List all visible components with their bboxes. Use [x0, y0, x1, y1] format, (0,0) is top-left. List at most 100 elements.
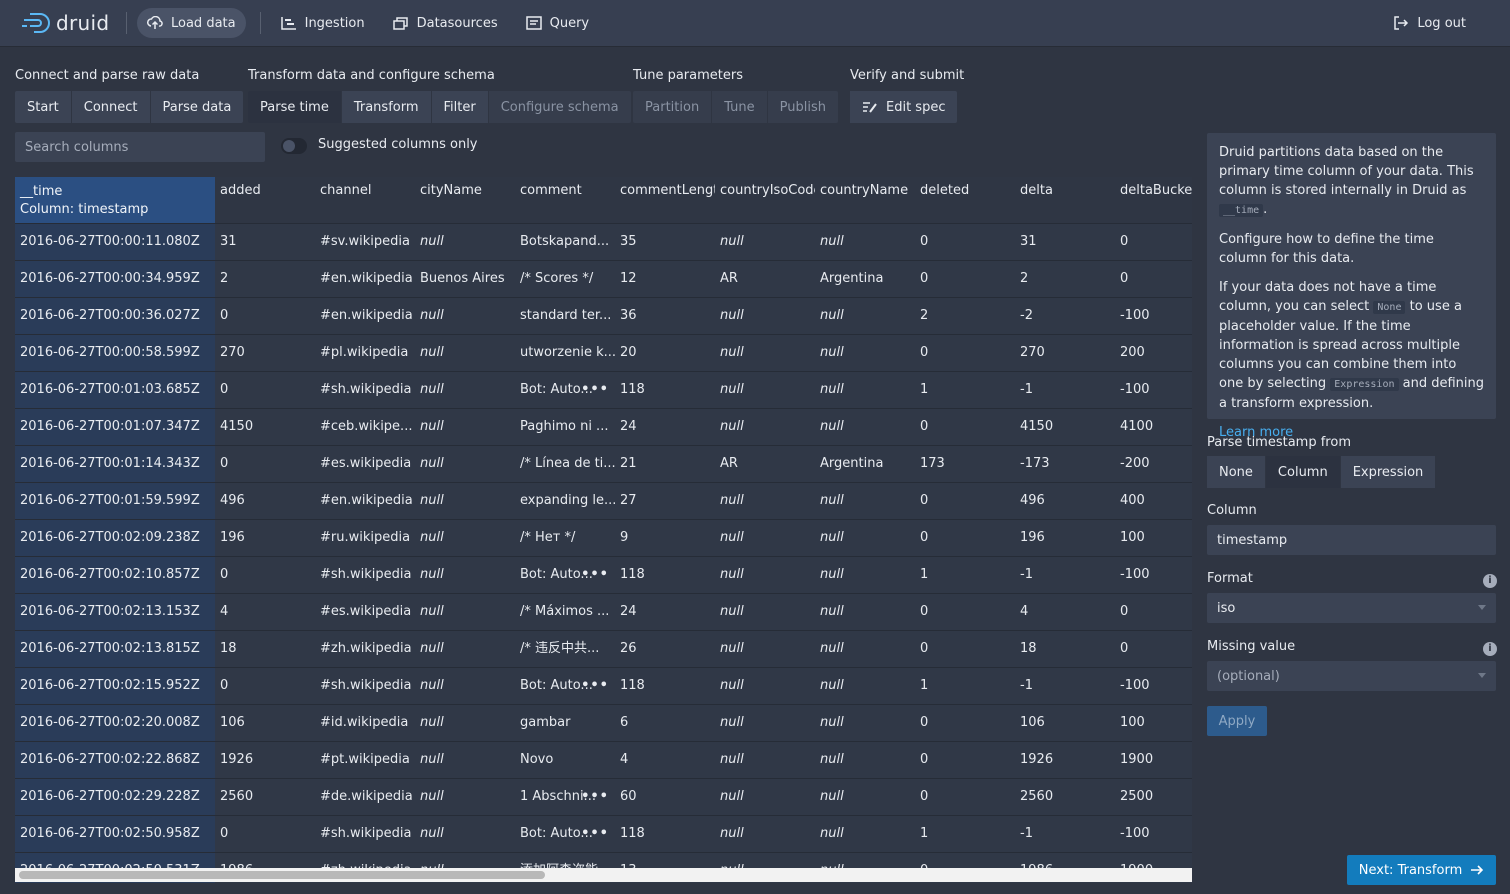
- table-cell[interactable]: 0: [215, 557, 315, 593]
- nav-query[interactable]: Query: [516, 8, 600, 38]
- table-cell[interactable]: 2560: [1015, 779, 1115, 815]
- table-cell[interactable]: #sh.wikipedia: [315, 668, 415, 704]
- table-cell[interactable]: #sh.wikipedia: [315, 816, 415, 852]
- table-cell[interactable]: #sv.wikipedia: [315, 224, 415, 260]
- table-cell[interactable]: 2016-06-27T00:01:59.599Z: [15, 483, 215, 519]
- table-cell[interactable]: 200: [1115, 335, 1192, 371]
- table-cell[interactable]: 2500: [1115, 779, 1192, 815]
- table-cell[interactable]: 2016-06-27T00:02:10.857Z: [15, 557, 215, 593]
- table-cell[interactable]: /* 违反中共...: [515, 631, 615, 667]
- table-cell[interactable]: null: [715, 779, 815, 815]
- table-cell[interactable]: null: [815, 557, 915, 593]
- table-cell[interactable]: 27: [615, 483, 715, 519]
- table-cell[interactable]: null: [715, 409, 815, 445]
- table-cell[interactable]: -100: [1115, 816, 1192, 852]
- table-cell[interactable]: null: [415, 668, 515, 704]
- table-cell[interactable]: 0: [215, 298, 315, 334]
- table-cell[interactable]: 2016-06-27T00:01:07.347Z: [15, 409, 215, 445]
- table-cell[interactable]: 4150: [215, 409, 315, 445]
- column-input[interactable]: timestamp: [1207, 525, 1496, 555]
- column-header-time[interactable]: __time Column: timestamp: [15, 177, 215, 223]
- table-cell[interactable]: 1: [915, 557, 1015, 593]
- table-cell[interactable]: null: [715, 483, 815, 519]
- parse-from-expression[interactable]: Expression: [1340, 456, 1436, 488]
- more-icon[interactable]: •••: [581, 678, 609, 693]
- table-cell[interactable]: null: [715, 668, 815, 704]
- table-cell[interactable]: null: [815, 705, 915, 741]
- table-cell[interactable]: null: [815, 298, 915, 334]
- table-cell[interactable]: -1: [1015, 816, 1115, 852]
- table-cell[interactable]: 118: [615, 668, 715, 704]
- table-cell[interactable]: 0: [915, 335, 1015, 371]
- table-cell[interactable]: Argentina: [815, 261, 915, 297]
- table-cell[interactable]: 9: [615, 520, 715, 556]
- table-cell[interactable]: 0: [215, 668, 315, 704]
- nav-ingestion[interactable]: Ingestion: [271, 8, 375, 38]
- table-cell[interactable]: #en.wikipedia: [315, 298, 415, 334]
- column-header[interactable]: deltaBucket: [1120, 183, 1192, 198]
- table-cell[interactable]: null: [715, 298, 815, 334]
- table-cell[interactable]: null: [415, 446, 515, 482]
- step-partition[interactable]: Partition: [633, 91, 713, 123]
- table-cell[interactable]: null: [415, 594, 515, 630]
- table-cell[interactable]: #es.wikipedia: [315, 446, 415, 482]
- table-cell[interactable]: -200: [1115, 446, 1192, 482]
- table-cell[interactable]: 496: [215, 483, 315, 519]
- table-cell[interactable]: null: [815, 631, 915, 667]
- table-cell[interactable]: #id.wikipedia: [315, 705, 415, 741]
- table-cell[interactable]: null: [815, 520, 915, 556]
- table-cell[interactable]: null: [415, 409, 515, 445]
- step-edit-spec[interactable]: Edit spec: [850, 91, 958, 123]
- table-cell[interactable]: 21: [615, 446, 715, 482]
- table-cell[interactable]: 196: [215, 520, 315, 556]
- table-cell[interactable]: 118: [615, 372, 715, 408]
- table-cell[interactable]: Novo: [515, 742, 615, 778]
- table-cell[interactable]: 1926: [215, 742, 315, 778]
- table-cell[interactable]: 100: [1115, 520, 1192, 556]
- table-cell[interactable]: 12: [615, 261, 715, 297]
- learn-more-link[interactable]: Learn more: [1219, 425, 1294, 440]
- table-cell[interactable]: Bot: Auto... •••: [515, 668, 615, 704]
- table-cell[interactable]: -2: [1015, 298, 1115, 334]
- format-select[interactable]: iso: [1207, 593, 1496, 623]
- table-cell[interactable]: 2016-06-27T00:00:34.959Z: [15, 261, 215, 297]
- nav-datasources[interactable]: Datasources: [383, 8, 508, 38]
- table-cell[interactable]: 2016-06-27T00:02:15.952Z: [15, 668, 215, 704]
- table-cell[interactable]: #en.wikipedia: [315, 261, 415, 297]
- more-icon[interactable]: •••: [581, 382, 609, 397]
- table-cell[interactable]: #ru.wikipedia: [315, 520, 415, 556]
- column-header[interactable]: comment: [520, 183, 582, 198]
- table-cell[interactable]: 118: [615, 557, 715, 593]
- table-cell[interactable]: 0: [1115, 631, 1192, 667]
- table-cell[interactable]: null: [715, 372, 815, 408]
- table-cell[interactable]: null: [715, 335, 815, 371]
- table-cell[interactable]: -1: [1015, 557, 1115, 593]
- table-cell[interactable]: 106: [1015, 705, 1115, 741]
- table-cell[interactable]: 60: [615, 779, 715, 815]
- table-cell[interactable]: AR: [715, 261, 815, 297]
- column-header[interactable]: cityName: [420, 183, 482, 198]
- horizontal-scrollbar[interactable]: [15, 868, 1192, 882]
- table-cell[interactable]: Argentina: [815, 446, 915, 482]
- table-cell[interactable]: null: [815, 224, 915, 260]
- step-tune[interactable]: Tune: [712, 91, 768, 123]
- table-cell[interactable]: 0: [915, 224, 1015, 260]
- missing-value-info-icon[interactable]: i: [1483, 642, 1497, 656]
- table-cell[interactable]: 2016-06-27T00:01:03.685Z: [15, 372, 215, 408]
- column-header[interactable]: channel: [320, 183, 372, 198]
- table-cell[interactable]: 4: [615, 742, 715, 778]
- table-cell[interactable]: null: [715, 557, 815, 593]
- table-cell[interactable]: null: [815, 483, 915, 519]
- table-cell[interactable]: 31: [215, 224, 315, 260]
- table-cell[interactable]: 0: [915, 705, 1015, 741]
- table-cell[interactable]: 0: [915, 520, 1015, 556]
- table-cell[interactable]: -1: [1015, 668, 1115, 704]
- suggested-columns-toggle[interactable]: [281, 138, 307, 154]
- table-cell[interactable]: 106: [215, 705, 315, 741]
- table-cell[interactable]: 2016-06-27T00:02:22.868Z: [15, 742, 215, 778]
- table-cell[interactable]: 496: [1015, 483, 1115, 519]
- table-cell[interactable]: 270: [1015, 335, 1115, 371]
- table-cell[interactable]: 0: [1115, 261, 1192, 297]
- table-cell[interactable]: standard ter...: [515, 298, 615, 334]
- table-cell[interactable]: 270: [215, 335, 315, 371]
